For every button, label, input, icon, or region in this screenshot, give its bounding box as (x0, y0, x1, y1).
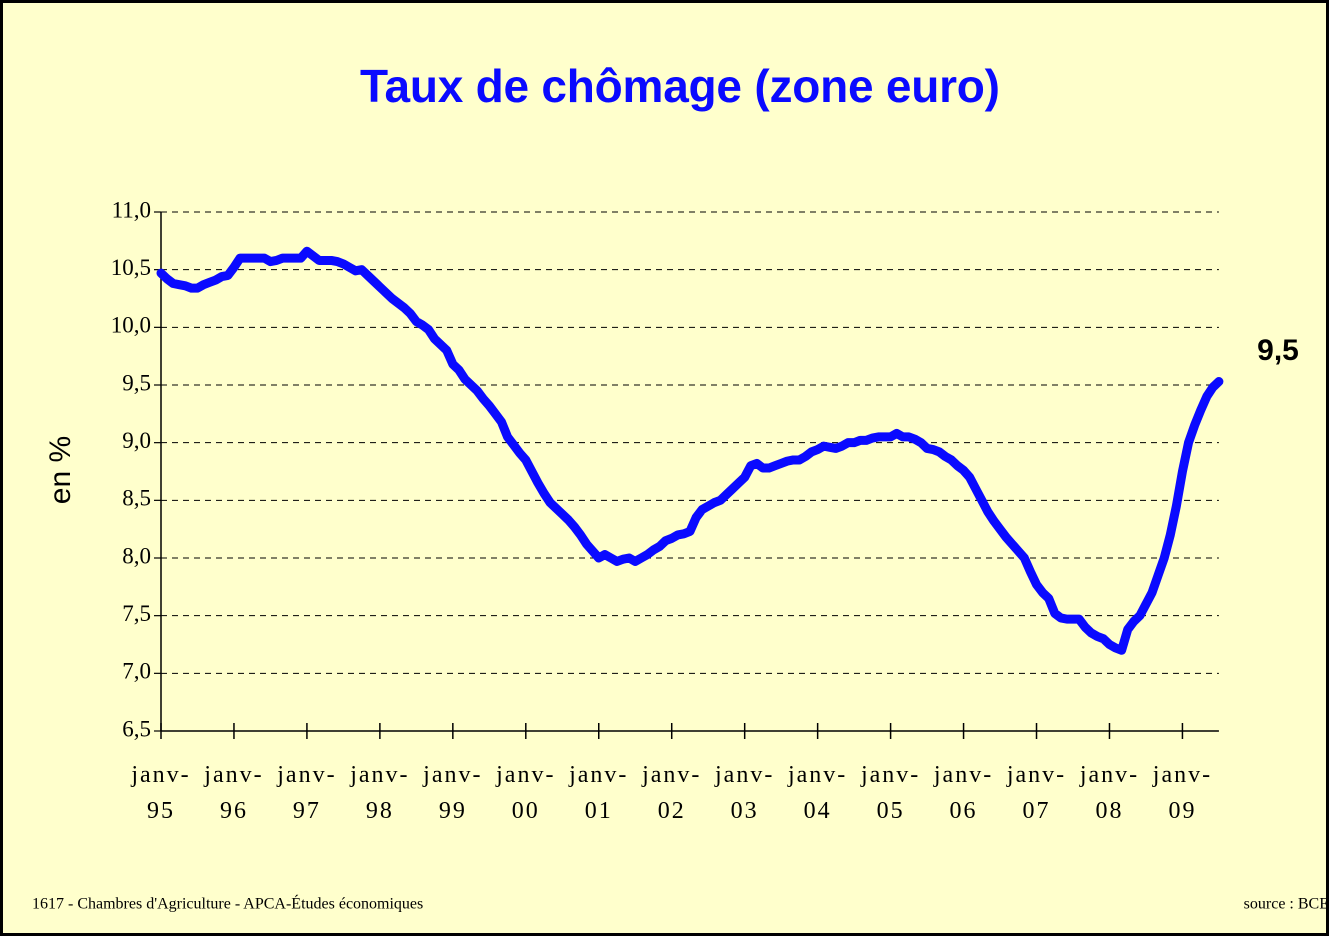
x-tick-label: janv-98 (350, 762, 410, 824)
data-line (156, 246, 1224, 655)
x-tick-label: janv-09 (1152, 762, 1213, 824)
y-tick-label: 11,0 (112, 197, 151, 222)
x-tick-label: janv-99 (423, 762, 483, 824)
x-tick-label: janv-01 (569, 762, 629, 824)
data-label: 9,5 (1257, 334, 1299, 367)
x-tick-label: janv-08 (1079, 762, 1140, 824)
footer-right: source : BCE (1244, 896, 1329, 913)
y-tick-label: 9,5 (122, 370, 151, 395)
y-tick-label: 8,0 (122, 543, 151, 568)
x-tick-label: janv-02 (642, 762, 702, 824)
footer-left: 1617 - Chambres d'Agriculture - APCA-Étu… (32, 894, 423, 913)
y-tick-label: 9,0 (122, 428, 151, 453)
y-tick-label: 10,0 (111, 313, 151, 338)
y-axis-label: en % (44, 436, 77, 504)
x-tick-label: janv-00 (496, 762, 556, 824)
x-tick-label: janv-03 (715, 762, 775, 824)
y-tick-label: 10,5 (111, 255, 151, 280)
y-tick-label: 7,5 (122, 601, 151, 626)
x-tick-label: janv-96 (204, 762, 264, 824)
x-tick-label: janv-06 (933, 762, 994, 824)
x-tick-label: janv-95 (131, 762, 191, 824)
x-tick-label: janv-07 (1006, 762, 1067, 824)
x-tick-label: janv-04 (787, 762, 848, 824)
x-tick-label: janv-97 (277, 762, 337, 824)
chart-title: Taux de chômage (zone euro) (360, 60, 1000, 112)
x-tick-label: janv-05 (860, 762, 921, 824)
y-tick-label: 7,0 (122, 659, 151, 684)
y-tick-label: 6,5 (122, 716, 151, 741)
y-tick-label: 8,5 (122, 486, 151, 511)
